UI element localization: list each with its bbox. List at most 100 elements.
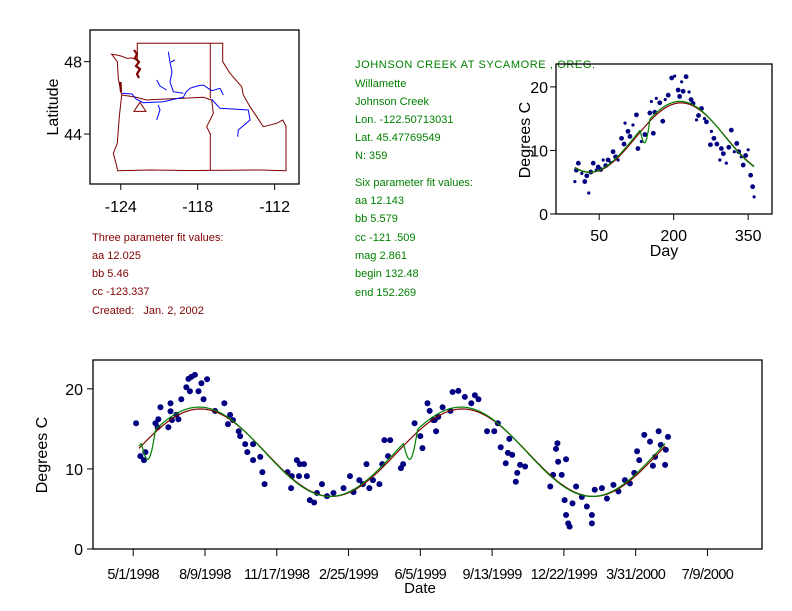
ts-data-point xyxy=(566,523,573,530)
ts-data-point xyxy=(227,411,234,418)
ts-data-point xyxy=(547,483,554,490)
site-title: JOHNSON CREEK AT SYCAMORE , OREG. xyxy=(355,59,596,71)
ts-data-point xyxy=(204,376,211,383)
doy-data-point xyxy=(709,129,714,133)
doy-data-point xyxy=(750,184,756,190)
doy-x-axis-label: Day xyxy=(650,243,678,260)
ts-data-point xyxy=(649,462,656,469)
doy-data-point xyxy=(575,160,581,166)
yakima-river xyxy=(156,51,184,94)
ts-data-point xyxy=(433,428,440,435)
doy-data-point xyxy=(687,90,691,94)
doy-data-point xyxy=(740,162,746,168)
ts-data-point xyxy=(242,441,249,448)
site-stream: Johnson Creek xyxy=(355,96,429,108)
doy-data-point xyxy=(587,191,591,195)
doy-data-point xyxy=(694,118,699,122)
ts-data-point xyxy=(244,449,251,456)
map-y-axis-label: Latitude xyxy=(45,78,62,135)
ts-data-point xyxy=(569,500,576,507)
map-frame xyxy=(89,29,300,185)
ts-x-tick-label: 5/1/1998 xyxy=(107,567,159,583)
six-param-mag: mag 2.861 xyxy=(355,250,407,262)
ts-data-point xyxy=(155,416,162,423)
ts-y-axis: 0 10 20 xyxy=(65,382,93,559)
ts-data-point xyxy=(195,388,202,395)
map-x-tick-label: -124 xyxy=(105,199,137,216)
ts-data-point xyxy=(647,438,654,445)
doy-data-point xyxy=(734,141,740,146)
ts-data-point xyxy=(140,457,147,464)
six-param-end: end 152.269 xyxy=(355,287,416,299)
map-x-tick-label: -112 xyxy=(259,199,290,216)
doy-data-point xyxy=(711,135,717,141)
ts-data-point xyxy=(517,461,524,468)
ts-data-point xyxy=(471,392,478,399)
six-param-aa: aa 12.143 xyxy=(355,195,404,207)
ts-data-point xyxy=(506,435,513,442)
three-param-cc: cc -123.337 xyxy=(92,286,149,298)
doy-data-point xyxy=(708,142,713,148)
ts-data-point xyxy=(200,396,207,403)
ts-x-tick-label: 2/25/1999 xyxy=(319,567,379,583)
doy-x-tick-label: 200 xyxy=(660,228,687,245)
doy-data-point xyxy=(688,97,694,102)
ts-data-point xyxy=(191,371,198,378)
coast-shoals xyxy=(119,81,123,93)
puget-sound-islands xyxy=(133,49,142,79)
doy-data-point xyxy=(665,92,671,98)
doy-data-point xyxy=(677,94,683,99)
doy-data-point xyxy=(649,99,653,104)
doy-data-point xyxy=(669,75,675,81)
ts-data-point xyxy=(381,437,388,444)
ts-data-point xyxy=(167,400,174,407)
doy-y-tick-label: 20 xyxy=(530,80,548,97)
doy-data-point xyxy=(610,149,616,155)
doy-data-point xyxy=(650,130,656,136)
ts-data-point xyxy=(662,446,669,453)
ts-data-point xyxy=(235,428,242,435)
ts-data-point xyxy=(552,445,559,452)
doy-data-point xyxy=(704,119,709,125)
columbia-river xyxy=(121,84,224,104)
doy-data-point xyxy=(616,158,620,162)
ts-data-point xyxy=(250,457,257,464)
ts-data-point xyxy=(636,457,643,464)
ts-data-point xyxy=(198,380,205,387)
ts-data-point xyxy=(634,448,641,455)
rivers xyxy=(121,51,251,137)
ts-data-point xyxy=(296,461,303,468)
ts-data-point xyxy=(186,388,193,395)
ts-data-point xyxy=(237,433,244,440)
ts-data-point xyxy=(363,461,370,468)
doy-data-point xyxy=(605,157,611,163)
six-param-begin: begin 132.48 xyxy=(355,268,419,280)
ts-data-point xyxy=(610,481,617,488)
ts-x-tick-label: 3/31/2000 xyxy=(606,567,666,583)
ts-data-point xyxy=(346,473,353,480)
state-borders xyxy=(110,42,287,172)
ts-six-param-fit-line xyxy=(138,406,666,497)
doy-data-point xyxy=(680,80,684,84)
six-param-cc: cc -121 .509 xyxy=(355,232,416,244)
doy-y-tick-label: 0 xyxy=(539,207,548,224)
washington-oregon-border xyxy=(121,94,214,136)
doy-data-point xyxy=(623,121,627,125)
ts-data-point xyxy=(588,511,595,518)
ts-x-axis: 5/1/1998 8/9/1998 11/17/1998 2/25/1999 6/5/1… xyxy=(107,549,734,583)
doy-data-point xyxy=(663,97,667,102)
ts-data-point xyxy=(563,456,570,463)
doy-data-point xyxy=(642,132,648,137)
doy-plot-frame xyxy=(555,63,773,215)
map-y-tick-label: 48 xyxy=(64,55,82,72)
ts-data-point xyxy=(296,473,303,480)
ts-x-tick-label: 12/22/1999 xyxy=(531,567,598,583)
three-param-aa: aa 12.025 xyxy=(92,250,141,262)
doy-data-point xyxy=(743,153,749,158)
doy-data-point xyxy=(702,117,707,121)
doy-data-point xyxy=(696,113,701,118)
ts-x-axis-label: Date xyxy=(404,580,436,597)
map-panel: -124 -118 -112 48 44 Latitude xyxy=(45,29,300,216)
ts-data-point xyxy=(168,417,175,424)
